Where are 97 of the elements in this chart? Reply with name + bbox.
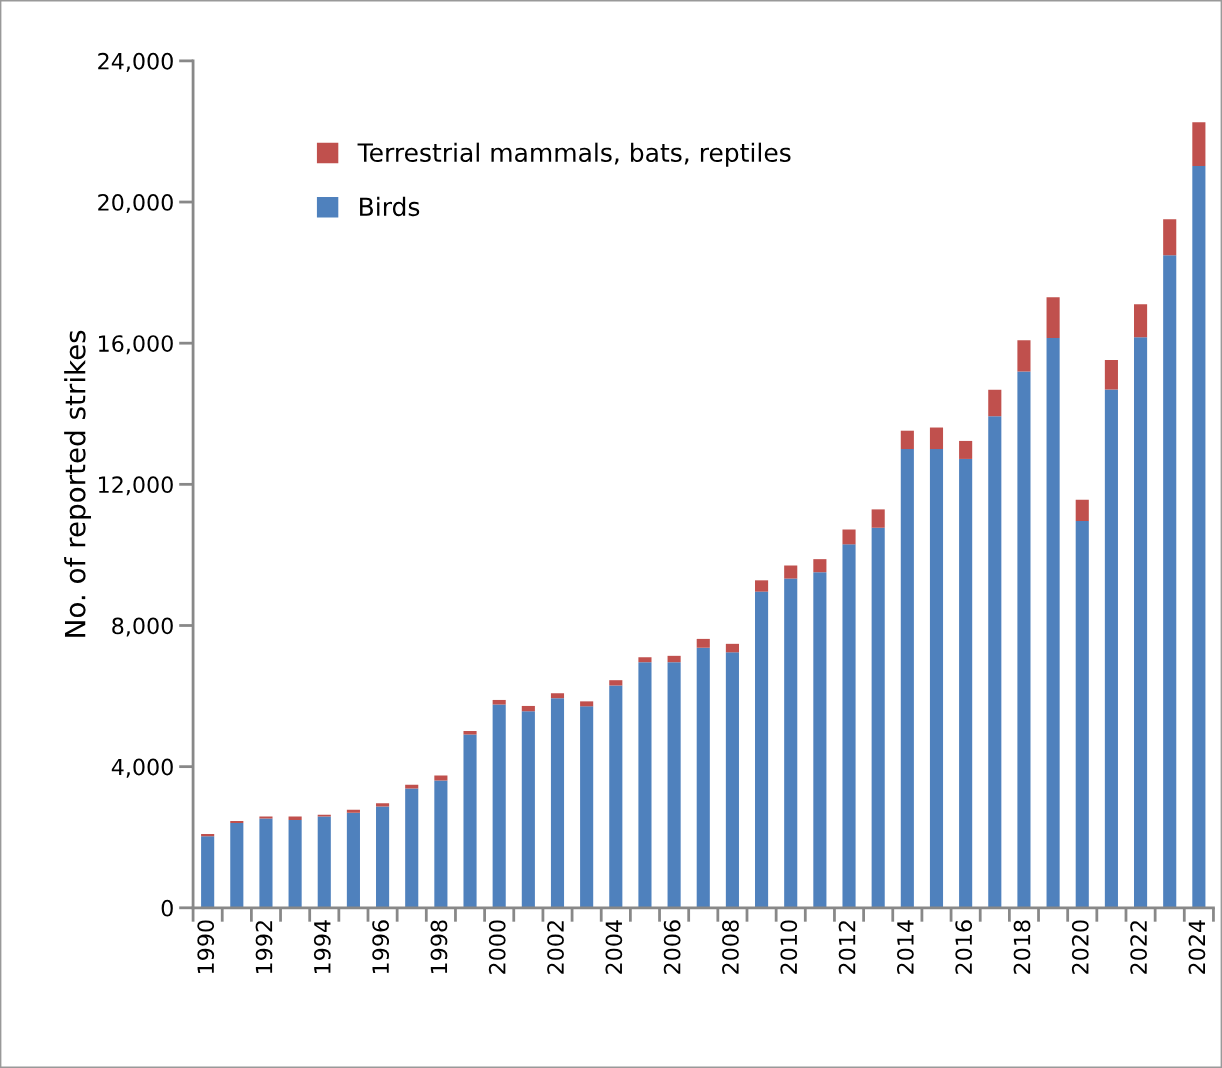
y-tick-label: 8,000 bbox=[112, 617, 173, 637]
y-axis-title: No. of reported strikes bbox=[64, 330, 92, 637]
bar bbox=[871, 527, 885, 908]
bar bbox=[1163, 255, 1177, 908]
bar bbox=[638, 657, 652, 663]
y-tick-label: 4,000 bbox=[111, 758, 173, 778]
x-tick-label: 2008 bbox=[722, 920, 739, 974]
bar bbox=[463, 731, 477, 735]
bar bbox=[988, 416, 1002, 908]
bar bbox=[376, 806, 390, 908]
bar bbox=[376, 803, 390, 807]
bar bbox=[842, 544, 856, 908]
bar bbox=[317, 816, 331, 908]
legend-label: Terrestrial mammals, bats, reptiles bbox=[357, 142, 791, 167]
bar bbox=[405, 788, 419, 908]
bar bbox=[1075, 521, 1089, 908]
bar bbox=[1134, 337, 1148, 908]
bar bbox=[842, 529, 856, 545]
bar bbox=[346, 809, 360, 813]
x-tick-label: 1994 bbox=[313, 920, 331, 974]
y-tick-label: 20,000 bbox=[98, 193, 173, 214]
bar bbox=[755, 591, 769, 908]
bar bbox=[667, 662, 681, 908]
bar bbox=[201, 836, 215, 908]
bar bbox=[1017, 340, 1031, 372]
bar bbox=[230, 823, 244, 908]
bar bbox=[259, 818, 273, 908]
bar bbox=[988, 389, 1002, 417]
x-tick-label: 2004 bbox=[605, 920, 623, 974]
bar bbox=[1075, 499, 1089, 522]
bar bbox=[755, 580, 769, 592]
bar bbox=[813, 572, 827, 908]
bar bbox=[580, 706, 594, 908]
bar bbox=[900, 449, 914, 908]
bar bbox=[784, 578, 798, 908]
bar bbox=[521, 711, 535, 908]
y-tick-label: 24,000 bbox=[98, 52, 173, 72]
bar bbox=[550, 693, 565, 699]
bar bbox=[959, 458, 973, 908]
x-tick-label: 2016 bbox=[955, 920, 973, 974]
bar bbox=[696, 647, 710, 908]
bar bbox=[1017, 371, 1031, 908]
x-tick-label: 2000 bbox=[488, 920, 506, 974]
x-tick-label: 2022 bbox=[1130, 921, 1148, 974]
bar bbox=[638, 662, 652, 908]
bar bbox=[696, 638, 710, 648]
x-tick-label: 2012 bbox=[838, 921, 856, 974]
bar bbox=[1192, 122, 1206, 167]
x-tick-label: 1998 bbox=[430, 920, 448, 974]
bar bbox=[405, 784, 419, 789]
bar bbox=[201, 834, 215, 837]
bar bbox=[1104, 389, 1118, 908]
bar bbox=[492, 704, 506, 908]
x-tick-label: 2014 bbox=[896, 920, 914, 974]
y-tick-label: 12,000 bbox=[99, 476, 173, 496]
bar bbox=[1192, 166, 1206, 908]
bar bbox=[929, 449, 944, 908]
bar bbox=[463, 734, 477, 908]
bar bbox=[871, 509, 885, 528]
x-tick-label: 1992 bbox=[255, 921, 273, 974]
bar bbox=[434, 780, 448, 908]
bar bbox=[346, 812, 360, 908]
bar bbox=[288, 819, 302, 908]
x-tick-label: 1990 bbox=[197, 920, 215, 974]
legend-label: Birds bbox=[360, 196, 420, 217]
x-tick-label: 2006 bbox=[663, 920, 681, 974]
x-tick-label: 2024 bbox=[1188, 920, 1206, 974]
x-tick-label: 2020 bbox=[1071, 920, 1089, 974]
bar bbox=[1046, 337, 1060, 908]
bar bbox=[550, 698, 565, 908]
x-tick-label: 2002 bbox=[547, 921, 564, 974]
y-tick-label: 16,000 bbox=[99, 335, 173, 355]
bar bbox=[1163, 219, 1177, 256]
bar bbox=[230, 820, 244, 824]
bar bbox=[725, 643, 739, 653]
x-tick-label: 2010 bbox=[780, 920, 798, 974]
bar bbox=[609, 680, 623, 686]
bar bbox=[929, 427, 944, 450]
bar bbox=[1134, 304, 1148, 338]
bar bbox=[521, 705, 535, 712]
bar bbox=[1046, 297, 1060, 338]
bar bbox=[288, 816, 302, 820]
bar bbox=[492, 699, 506, 705]
bar bbox=[667, 655, 681, 663]
bar bbox=[434, 775, 448, 781]
bar bbox=[900, 430, 914, 450]
x-tick-label: 1996 bbox=[372, 920, 390, 974]
bar bbox=[959, 440, 973, 459]
bar bbox=[259, 816, 273, 819]
bar bbox=[784, 565, 798, 579]
bar bbox=[580, 701, 594, 707]
bar bbox=[1104, 360, 1118, 390]
bar bbox=[609, 685, 623, 908]
x-tick-label: 2018 bbox=[1013, 920, 1031, 974]
bar bbox=[725, 652, 739, 908]
bar bbox=[813, 559, 827, 573]
y-tick-label: 0 bbox=[161, 899, 173, 917]
